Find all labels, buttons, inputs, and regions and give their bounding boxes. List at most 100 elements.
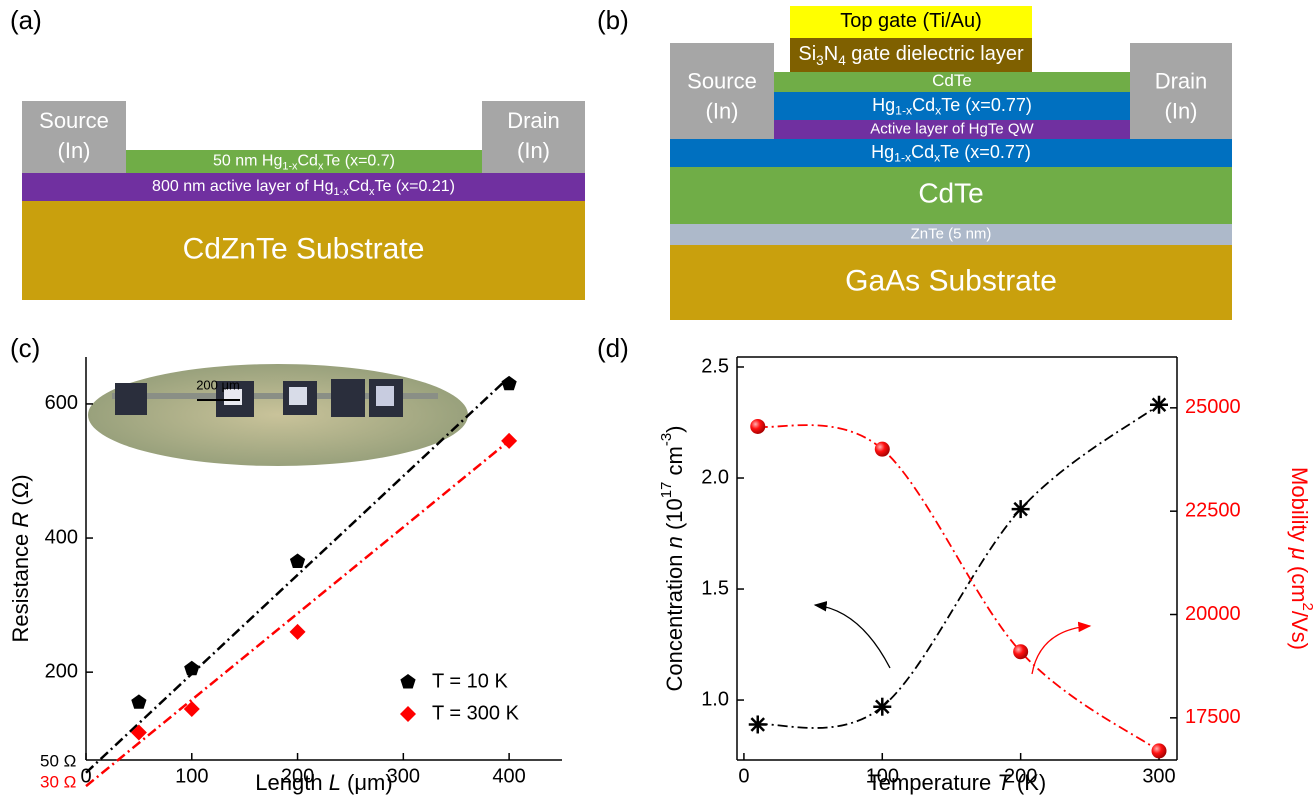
inset-pad [331, 379, 365, 417]
y-tick-label: 1.0 [701, 688, 729, 710]
text-part: (cm [1287, 560, 1312, 603]
y-tick-label: 2.5 [701, 355, 729, 377]
text-part: CdZnTe Substrate [183, 232, 425, 265]
marker-shape [750, 419, 765, 434]
marker [400, 674, 415, 688]
text-part: Hg [871, 142, 894, 162]
inset-pad-highlight [376, 386, 394, 406]
text-part: N [824, 43, 838, 65]
panel-label: (c) [10, 333, 40, 363]
y-tick-label: 2.0 [701, 466, 729, 488]
x-axis-title: Length L (μm) [255, 770, 392, 795]
marker [131, 694, 146, 708]
text-part: 1-x [895, 104, 912, 118]
y-tick-label: 400 [45, 526, 78, 548]
panel-label: (a) [10, 5, 42, 35]
text-part: -3 [658, 433, 675, 446]
text-part: Te (x=0.77) [940, 142, 1031, 162]
layer-label: Active layer of HgTe QW [870, 120, 1034, 137]
y-tick-label: 600 [45, 392, 78, 414]
marker-shape [290, 554, 305, 568]
marker-shape [1152, 743, 1167, 758]
marker-shape [184, 661, 199, 675]
marker-shape [400, 706, 416, 722]
text-part: GaAs Substrate [845, 264, 1057, 297]
text-part: Source [687, 68, 757, 93]
marker [1013, 644, 1028, 659]
text-part: (In) [1165, 98, 1198, 123]
layer-label: ZnTe (5 nm) [911, 225, 992, 242]
fit-line [86, 441, 509, 786]
text-part: 1-x [894, 151, 911, 165]
layer-label: (In) [706, 98, 739, 123]
x-tick-label: 0 [738, 765, 749, 787]
text-part: Length [255, 770, 328, 795]
text-part: (K) [1011, 770, 1046, 795]
marker-shape [501, 433, 517, 449]
text-part: (10 [662, 498, 687, 536]
layer-label: Source [687, 68, 757, 93]
text-part: Drain [507, 108, 560, 133]
marker [873, 698, 891, 716]
y-tick-label: 1.5 [701, 577, 729, 599]
text-part: cm [662, 446, 687, 481]
text-part: 800 nm active layer of Hg [152, 178, 333, 195]
text-part: Top gate (Ti/Au) [840, 10, 982, 32]
legend-label: T = 10 K [432, 670, 508, 692]
text-part: Source [39, 108, 109, 133]
text-part: Te (x=0.21) [374, 178, 454, 195]
marker [290, 624, 306, 640]
layer-label: (In) [517, 138, 550, 163]
y2-tick-label: 25000 [1185, 396, 1241, 418]
text-part: CdTe [932, 71, 972, 90]
layer-label: Drain [507, 108, 560, 133]
layer-label: CdTe [932, 71, 972, 90]
text-part: (In) [517, 138, 550, 163]
layer-label: Drain [1155, 68, 1208, 93]
marker [1150, 396, 1168, 414]
marker-shape [875, 442, 890, 457]
text-part: Te (x=0.77) [941, 95, 1032, 115]
layer-label: (In) [1165, 98, 1198, 123]
layer-label: GaAs Substrate [845, 264, 1057, 297]
y-axis-title: Concentration n (1017 cm-3) [658, 426, 687, 692]
text-part: n [662, 536, 687, 548]
annotation: 50 Ω [40, 751, 76, 770]
marker [502, 376, 517, 390]
layer-label: Si3N4 gate dielectric layer [798, 43, 1024, 67]
text-part: 1-x [282, 160, 298, 172]
panel-label: (d) [597, 333, 629, 363]
marker [501, 433, 517, 449]
text-part: /Vs) [1287, 611, 1312, 650]
text-part: 3 [816, 53, 824, 68]
marker [290, 554, 305, 568]
y-tick-label: 200 [45, 660, 78, 682]
marker-shape [131, 694, 146, 708]
text-part: CdTe [918, 178, 983, 209]
marker [875, 442, 890, 457]
text-part: 17 [658, 482, 675, 499]
x-tick-label: 100 [175, 765, 208, 787]
text-part: Te (x=0.7) [323, 153, 395, 170]
inset-photo: 200 μm [88, 364, 468, 466]
text-part: Cd [298, 153, 318, 170]
legend-label: T = 300 K [432, 702, 520, 724]
layer-label: CdZnTe Substrate [183, 232, 425, 265]
text-part: Cd [911, 142, 934, 162]
marker [400, 706, 416, 722]
text-part: μ [1287, 547, 1312, 560]
text-part: 2 [1299, 603, 1316, 611]
text-part: (In) [706, 98, 739, 123]
marker [184, 661, 199, 675]
annotation: 30 Ω [40, 772, 76, 791]
x-axis-title: Temperature T (K) [868, 770, 1047, 795]
y-axis-title: Resistance R (Ω) [8, 474, 33, 642]
marker-shape [290, 624, 306, 640]
layer-label: (In) [58, 138, 91, 163]
layer-label: Source [39, 108, 109, 133]
marker-shape [400, 674, 415, 688]
marker [1152, 743, 1167, 758]
axis-pointer-arrow [1032, 626, 1090, 674]
text-part: L [329, 770, 341, 795]
y2-tick-label: 20000 [1185, 603, 1241, 625]
